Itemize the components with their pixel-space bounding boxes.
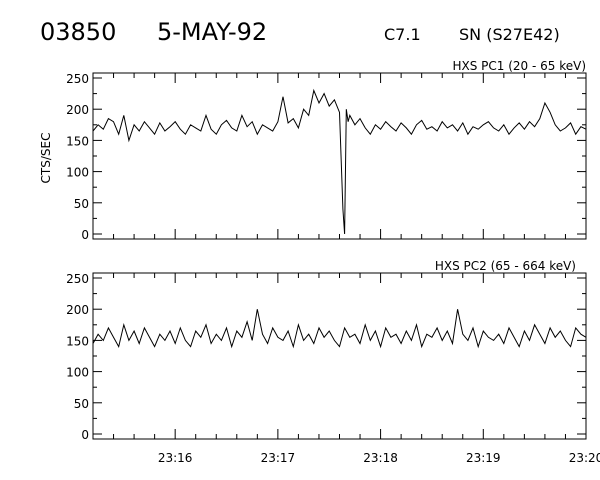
flare-class: C7.1 (384, 25, 421, 44)
x-tick-label: 23:17 (261, 451, 296, 465)
y-tick-label: 250 (66, 72, 89, 86)
x-tick-label: 23:20 (569, 451, 600, 465)
x-tick-label: 23:18 (363, 451, 398, 465)
y-tick-label: 150 (66, 334, 89, 348)
event-date: 5-MAY-92 (157, 18, 267, 46)
panel-pc1: HXS PC1 (20 - 65 keV) CTS/SEC 0 50 100 150 2… (39, 59, 587, 242)
y-tick-label: 200 (66, 103, 89, 117)
x-tick-labels: 23:16 23:17 23:18 23:19 23:20 (158, 451, 600, 465)
series-line-pc2 (92, 309, 587, 349)
series-line-pc1 (92, 88, 587, 235)
y-tick-label: 100 (66, 366, 89, 380)
plot-frame-pc1 (92, 72, 587, 240)
y-axis-pc2: 0 50 100 150 200 250 (66, 272, 586, 442)
panel-title-pc1: HXS PC1 (20 - 65 keV) (452, 59, 586, 73)
y-tick-label: 0 (81, 228, 89, 242)
y-axis-pc1: 0 50 100 150 200 250 (66, 72, 586, 242)
y-tick-label: 50 (74, 197, 89, 211)
y-tick-label: 0 (81, 428, 89, 442)
y-tick-label: 100 (66, 166, 89, 180)
x-axis-pc2 (92, 273, 587, 439)
event-id: 03850 (40, 18, 116, 46)
y-tick-label: 250 (66, 272, 89, 286)
flare-location: SN (S27E42) (459, 25, 560, 44)
x-axis-pc1 (92, 73, 587, 239)
plot-frame-pc2 (92, 272, 587, 440)
y-tick-label: 50 (74, 397, 89, 411)
y-tick-label: 200 (66, 303, 89, 317)
x-tick-label: 23:19 (466, 451, 501, 465)
y-tick-label: 150 (66, 134, 89, 148)
panel-title-pc2: HXS PC2 (65 - 664 keV) (435, 259, 576, 273)
x-tick-label: 23:16 (158, 451, 193, 465)
panel-pc2: HXS PC2 (65 - 664 keV) 0 50 100 150 200 250 (66, 259, 587, 442)
y-axis-label: CTS/SEC (39, 133, 53, 184)
